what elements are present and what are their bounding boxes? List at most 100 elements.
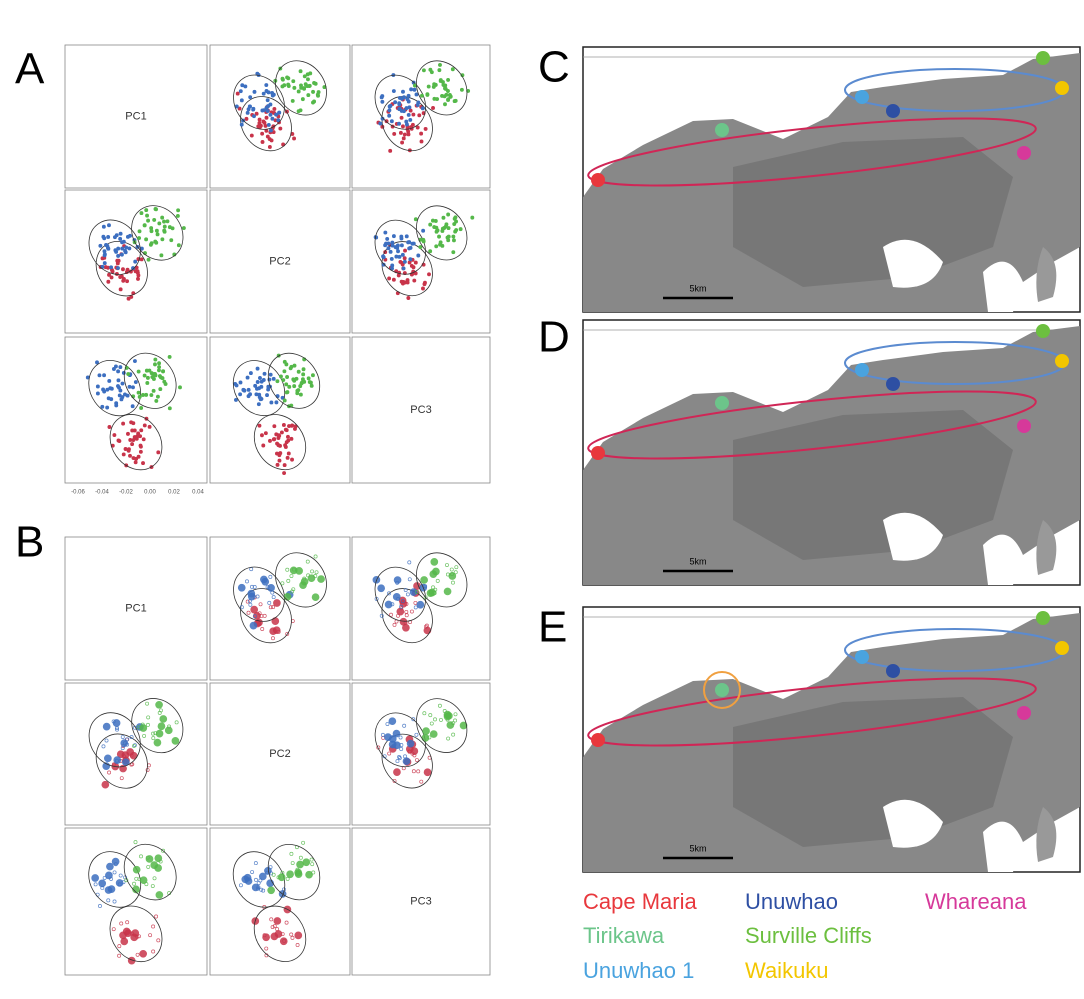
scatter-point [266,104,269,107]
scatter-point [293,427,296,430]
scatter-point [259,873,266,880]
scatter-point [153,218,156,221]
scatter-point [108,379,111,382]
scatter-point [311,374,314,377]
scatter-point [137,391,140,394]
scatter-point [290,933,293,936]
scatter-point [264,432,267,435]
scatter-point [386,722,389,725]
scatter-point [414,261,417,264]
scatter-point [250,134,253,137]
scatter-point [301,578,308,585]
scatter-point [96,385,99,388]
scatter-point [444,713,451,720]
scatter-point [281,582,284,585]
scatter-point [262,120,265,123]
scatter-point [270,918,273,921]
scatter-point [408,261,411,264]
scatter-point [408,561,411,564]
scatter-point [398,103,401,106]
cluster-ellipse [258,834,331,909]
scatter-point [261,627,264,630]
scatter-point [307,377,310,380]
scatter-point [131,934,138,941]
scatter-point [299,70,302,73]
scatter-point [135,877,138,880]
scatter-point [405,235,408,238]
scatter-point [410,264,413,267]
scatter-point [418,114,421,117]
scatter-point [450,568,453,571]
scatter-point [107,899,110,902]
scatter-point [267,91,270,94]
scatter-point [259,398,262,401]
scatter-point [299,393,302,396]
scatter-point [311,863,314,866]
scatter-point [251,870,254,873]
scatter-point [416,103,419,106]
scatter-point [420,780,423,783]
scatter-point [429,589,436,596]
scatter-point [137,455,140,458]
scatter-point [421,107,424,110]
scatter-point [127,372,130,375]
scatter-point [103,254,106,257]
scatter-point [397,608,404,615]
scatter-point [146,723,149,726]
scatter-point [284,593,291,600]
matrix-cell [352,45,490,188]
scatter-point [395,255,398,258]
scatter-point [146,381,149,384]
scatter-point [156,233,159,236]
cluster-ellipse [99,404,172,480]
scatter-point [412,770,415,773]
scatter-point [281,85,284,88]
scatter-point [178,386,181,389]
scatter-point [156,701,163,708]
scatter-point [297,861,304,868]
scatter-point [314,82,317,85]
scatter-point [269,113,272,116]
scatter-point [162,370,165,373]
scatter-point [398,255,401,258]
scatter-point [278,444,281,447]
scatter-point [391,264,394,267]
scatter-point [307,93,310,96]
scatter-point [115,402,118,405]
scatter-point [107,280,110,283]
scatter-point [279,127,282,130]
scatter-point [118,954,121,957]
scatter-point [439,241,442,244]
scatter-point [147,258,150,261]
scatter-point [295,377,298,380]
scatter-point [420,140,423,143]
scatter-point [388,114,391,117]
scatter-point [254,878,257,881]
scatter-point [147,716,150,719]
scatter-point [277,119,280,122]
scatter-point [163,225,166,228]
scatter-point [147,865,150,868]
x-tick-label: 0.04 [192,490,204,496]
scatter-point [407,113,410,116]
scatter-point [154,358,157,361]
scatter-point [429,223,432,226]
scatter-point [297,388,300,391]
scatter-point [259,603,262,606]
scatter-point [275,452,278,455]
x-tick-label: -0.06 [71,490,85,496]
scatter-point [446,89,449,92]
scatter-point [449,95,452,98]
scatter-point [137,370,140,373]
scatter-point [292,378,295,381]
scatter-point [413,88,416,91]
scatter-point [175,721,178,724]
scatter-point [103,237,106,240]
scatter-point [393,132,396,135]
scatter-point [460,88,463,91]
scatter-point [170,239,173,242]
scatter-point [139,855,142,858]
scatter-point [455,566,458,569]
scatter-point [172,737,179,744]
scatter-point [452,235,455,238]
